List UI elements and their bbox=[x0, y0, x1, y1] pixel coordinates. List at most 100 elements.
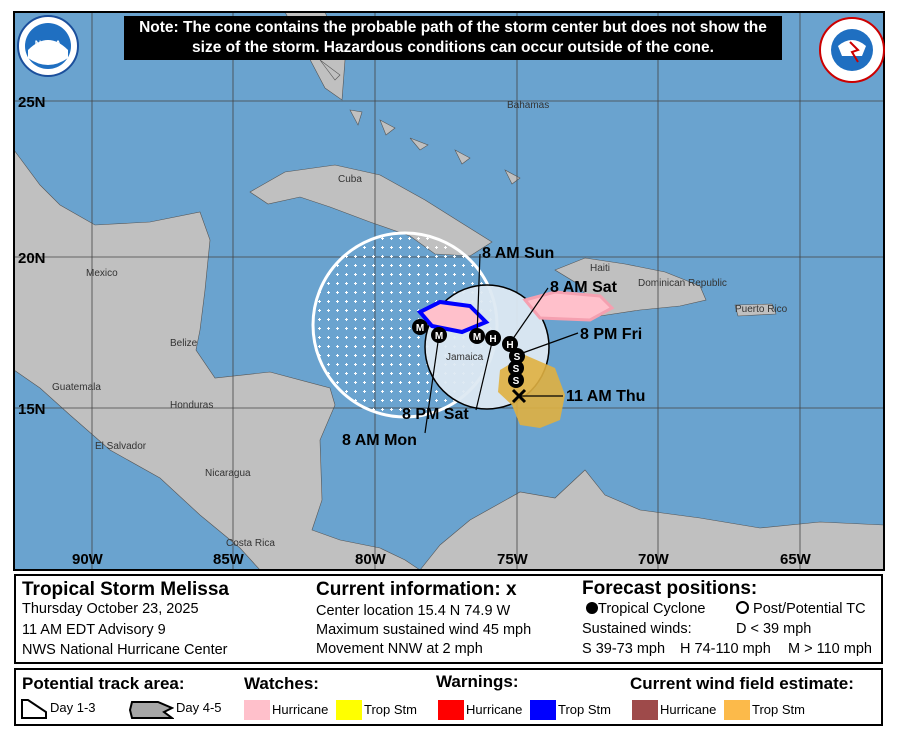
place-labels: Bahamas Cuba Mexico Belize Guatemala Hon… bbox=[52, 100, 788, 549]
current-position-x-icon bbox=[511, 388, 527, 404]
h-label: H 74-110 mph bbox=[680, 641, 771, 657]
day-1-3-label: Day 1-3 bbox=[50, 700, 96, 715]
point-s: S bbox=[508, 372, 524, 388]
svg-text:M: M bbox=[435, 331, 443, 342]
label-8am-sat: 8 AM Sat bbox=[550, 279, 618, 296]
storm-title: Tropical Storm Melissa bbox=[22, 579, 229, 600]
label-11am-thu: 11 AM Thu bbox=[566, 388, 645, 405]
d-label: D < 39 mph bbox=[736, 621, 812, 637]
hurricane-watch-swatch bbox=[244, 700, 270, 720]
wind-field-title: Current wind field estimate: bbox=[630, 674, 854, 693]
svg-text:El Salvador: El Salvador bbox=[95, 441, 147, 452]
trop-stm-warning-label: Trop Stm bbox=[558, 702, 611, 717]
point-h: H bbox=[485, 330, 501, 346]
puerto-rico bbox=[734, 303, 777, 317]
trop-stm-warning-swatch bbox=[530, 700, 556, 720]
point-s: S bbox=[509, 348, 525, 364]
point-m: M bbox=[412, 319, 428, 335]
svg-text:20N: 20N bbox=[18, 250, 46, 267]
trop-stm-watch-swatch bbox=[336, 700, 362, 720]
svg-text:80W: 80W bbox=[355, 551, 387, 568]
current-info-title: Current information: bbox=[316, 579, 501, 600]
svg-text:M: M bbox=[473, 332, 481, 343]
open-circle-icon bbox=[736, 601, 749, 614]
svg-text:70W: 70W bbox=[638, 551, 670, 568]
svg-text:Costa Rica: Costa Rica bbox=[226, 538, 275, 549]
label-8pm-fri: 8 PM Fri bbox=[580, 326, 642, 343]
cuba bbox=[249, 164, 493, 257]
leader-lines bbox=[424, 253, 579, 434]
svg-text:Jamaica: Jamaica bbox=[446, 352, 484, 363]
day-4-5-icon bbox=[128, 701, 174, 719]
advisory: 11 AM EDT Advisory 9 bbox=[22, 622, 166, 638]
hurricane-wind-swatch bbox=[632, 700, 658, 720]
label-8am-sun: 8 AM Sun bbox=[482, 245, 554, 262]
issuer: NWS National Hurricane Center bbox=[22, 642, 228, 658]
svg-text:Guatemala: Guatemala bbox=[52, 382, 101, 393]
forecast-title: Forecast positions: bbox=[582, 578, 758, 599]
svg-text:65W: 65W bbox=[780, 551, 812, 568]
time-labels: 11 AM Thu 8 PM Fri 8 AM Sat 8 PM Sat 8 A… bbox=[342, 245, 645, 449]
hurricane-wind-label: Hurricane bbox=[660, 702, 717, 717]
label-8pm-sat: 8 PM Sat bbox=[402, 406, 469, 423]
hurricane-warning-label: Hurricane bbox=[466, 702, 523, 717]
point-h: H bbox=[502, 336, 518, 352]
svg-text:Puerto Rico: Puerto Rico bbox=[735, 304, 788, 315]
ptc-label: Post/Potential TC bbox=[753, 601, 866, 617]
tc-label: Tropical Cyclone bbox=[598, 601, 706, 617]
axis-labels: 25N 20N 15N 90W 85W 80W 75W 70W 65W bbox=[18, 94, 812, 568]
point-s: S bbox=[508, 360, 524, 376]
svg-text:75W: 75W bbox=[497, 551, 529, 568]
nws-logo bbox=[819, 17, 885, 83]
svg-text:H: H bbox=[506, 340, 513, 351]
svg-text:NOAA: NOAA bbox=[35, 39, 62, 49]
watches-title: Watches: bbox=[244, 674, 319, 693]
hurricane-watch-label: Hurricane bbox=[272, 702, 329, 717]
label-8am-mon: 8 AM Mon bbox=[342, 432, 417, 449]
m-label: M > 110 mph bbox=[788, 641, 872, 657]
svg-text:Haiti: Haiti bbox=[590, 263, 610, 274]
center-location: Center location 15.4 N 74.9 W bbox=[316, 603, 511, 619]
svg-text:Dominican Republic: Dominican Republic bbox=[638, 278, 727, 289]
svg-text:S: S bbox=[513, 364, 520, 375]
current-x-icon: x bbox=[506, 579, 517, 600]
movement: Movement NNW at 2 mph bbox=[316, 641, 483, 657]
day-1-3-icon bbox=[21, 699, 47, 719]
central-america bbox=[14, 149, 421, 570]
point-m: M bbox=[469, 328, 485, 344]
svg-text:S: S bbox=[513, 376, 520, 387]
svg-text:Belize: Belize bbox=[170, 338, 198, 349]
svg-text:Nicaragua: Nicaragua bbox=[205, 468, 251, 479]
svg-text:Bahamas: Bahamas bbox=[507, 100, 549, 111]
svg-text:H: H bbox=[489, 334, 496, 345]
svg-text:90W: 90W bbox=[72, 551, 104, 568]
day-4-5-label: Day 4-5 bbox=[176, 700, 222, 715]
point-m: M bbox=[431, 327, 447, 343]
svg-text:M: M bbox=[416, 323, 424, 334]
max-wind: Maximum sustained wind 45 mph bbox=[316, 622, 532, 638]
filled-circle-icon bbox=[586, 602, 598, 614]
svg-text:Mexico: Mexico bbox=[86, 268, 118, 279]
hurricane-warning-swatch bbox=[438, 700, 464, 720]
svg-text:S: S bbox=[514, 352, 521, 363]
sustained-label: Sustained winds: bbox=[582, 621, 692, 637]
hurricane-watch-area bbox=[522, 290, 615, 322]
legend-panel: Potential track area: Day 1-3 Day 4-5 Wa… bbox=[14, 668, 883, 726]
trop-stm-wind-swatch bbox=[724, 700, 750, 720]
noaa-logo: NOAA bbox=[17, 15, 79, 77]
trop-stm-warning-area bbox=[416, 299, 490, 335]
trop-stm-watch-label: Trop Stm bbox=[364, 702, 417, 717]
svg-text:85W: 85W bbox=[213, 551, 245, 568]
svg-text:25N: 25N bbox=[18, 94, 46, 111]
warnings-title: Warnings: bbox=[436, 672, 519, 691]
track-points: M M M H H S S S bbox=[412, 319, 525, 388]
svg-text:Honduras: Honduras bbox=[170, 400, 213, 411]
svg-text:Cuba: Cuba bbox=[338, 174, 362, 185]
track-area-title: Potential track area: bbox=[22, 674, 185, 693]
south-america bbox=[419, 469, 884, 570]
svg-text:15N: 15N bbox=[18, 401, 46, 418]
trop-stm-wind-label: Trop Stm bbox=[752, 702, 805, 717]
date: Thursday October 23, 2025 bbox=[22, 601, 199, 617]
